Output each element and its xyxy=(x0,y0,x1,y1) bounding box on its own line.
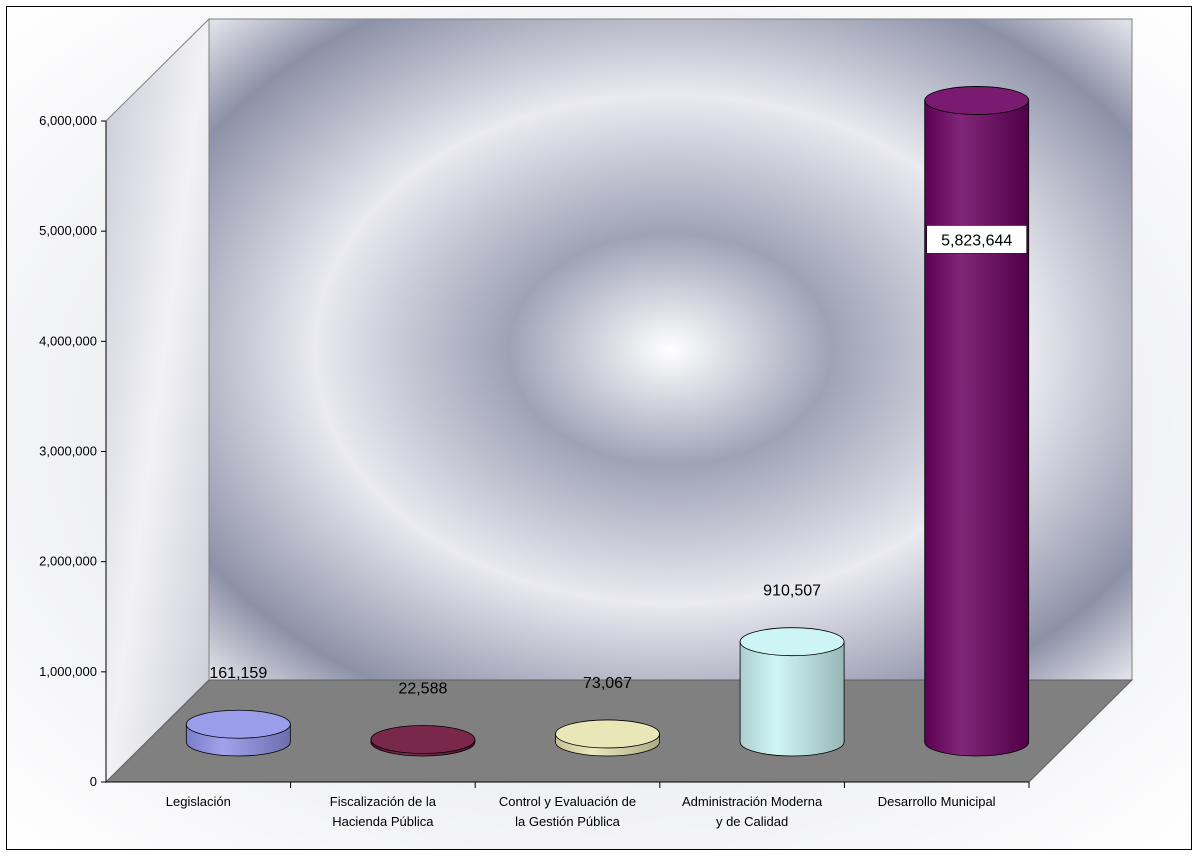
bar-top xyxy=(370,725,476,754)
x-axis-labels: Legislación Fiscalización de la Hacienda P… xyxy=(166,782,1030,829)
x-tick-label: Legislación xyxy=(166,794,231,809)
y-tick-label: 3,000,000 xyxy=(39,444,97,459)
x-tick-label: la Gestión Pública xyxy=(515,814,621,829)
y-tick-label: 6,000,000 xyxy=(39,113,97,128)
bar-chart: 0 1,000,000 2,000,000 3,000,000 4,000,000 5,0… xyxy=(39,17,1134,829)
x-tick-label: Hacienda Pública xyxy=(332,814,434,829)
value-label: 910,507 xyxy=(763,583,821,600)
bar-series xyxy=(185,86,1030,757)
side-wall xyxy=(105,17,210,784)
y-tick-label: 4,000,000 xyxy=(39,333,97,348)
bar-5 xyxy=(924,86,1030,757)
value-label: 73,067 xyxy=(583,675,632,692)
value-label: 5,823,644 xyxy=(941,232,1012,249)
value-label: 22,588 xyxy=(398,681,447,698)
bar-top xyxy=(185,709,291,739)
value-label-box xyxy=(926,225,1028,254)
bar-body xyxy=(739,641,845,757)
value-labels: 161,159 22,588 73,067 910,507 5,823,644 xyxy=(209,225,1028,698)
x-tick-label: y de Calidad xyxy=(716,814,788,829)
y-tick-label: 1,000,000 xyxy=(39,664,97,679)
bar-body xyxy=(924,100,1030,757)
x-tick-label: Administración Moderna xyxy=(682,794,823,809)
bar-top xyxy=(555,719,660,749)
x-tick-label: Fiscalización de la xyxy=(330,794,437,809)
bar-1 xyxy=(185,709,291,757)
y-tick-label: 0 xyxy=(90,774,97,789)
bar-3 xyxy=(555,719,660,757)
x-tick-label: Desarrollo Municipal xyxy=(878,794,996,809)
y-tick-label: 5,000,000 xyxy=(39,223,97,238)
bar-2 xyxy=(370,725,476,757)
bar-top xyxy=(924,86,1030,115)
y-tick-label: 2,000,000 xyxy=(39,554,97,569)
value-label: 161,159 xyxy=(209,665,267,682)
chart-frame: 0 1,000,000 2,000,000 3,000,000 4,000,000 5,0… xyxy=(6,6,1192,850)
bar-top xyxy=(739,627,845,657)
y-axis: 0 1,000,000 2,000,000 3,000,000 4,000,000 5,0… xyxy=(39,113,1029,789)
bar-4 xyxy=(739,627,845,757)
x-tick-label: Control y Evaluación de xyxy=(499,794,636,809)
